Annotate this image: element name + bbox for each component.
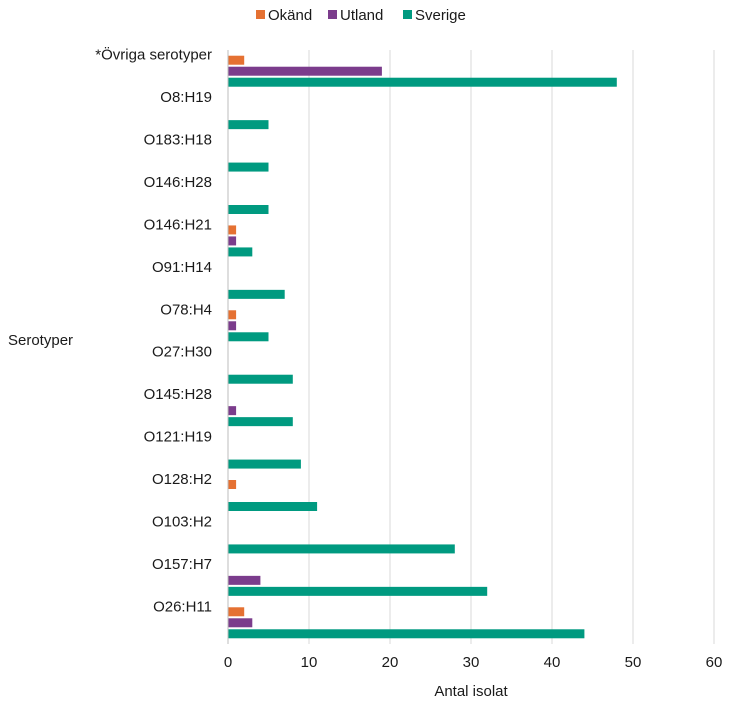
category-label: O103:H2 — [152, 513, 212, 530]
legend-swatch — [403, 10, 412, 19]
bar-ok-nd — [228, 225, 237, 235]
category-label: O8:H19 — [160, 89, 212, 106]
category-label: O157:H7 — [152, 556, 212, 573]
x-tick-label: 60 — [706, 654, 723, 671]
x-tick-label: 20 — [382, 654, 399, 671]
chart-legend: Okänd Utland Sverige — [256, 7, 466, 24]
category-label: *Övriga serotyper — [95, 46, 212, 64]
bar-sverige — [228, 120, 269, 130]
legend-swatch — [256, 10, 265, 19]
bar-utland — [228, 575, 261, 585]
bar-ok-nd — [228, 55, 245, 65]
category-label: O121:H19 — [144, 429, 212, 446]
bar-utland — [228, 66, 382, 76]
bar-sverige — [228, 289, 285, 299]
category-label: O128:H2 — [152, 471, 212, 488]
legend-swatch — [328, 10, 337, 19]
bar-sverige — [228, 374, 293, 384]
category-label: O146:H28 — [144, 174, 212, 191]
bar-utland — [228, 406, 237, 416]
category-label: O183:H18 — [144, 132, 212, 149]
legend-label: Utland — [340, 7, 383, 24]
gridlines — [308, 50, 715, 644]
bar-sverige — [228, 544, 455, 554]
bar-ok-nd — [228, 480, 237, 489]
bar-ok-nd — [228, 310, 237, 320]
category-label: O26:H11 — [153, 598, 212, 615]
bar-ok-nd — [228, 607, 245, 617]
bar-sverige — [228, 247, 253, 257]
bar-sverige — [228, 586, 488, 596]
bar-utland — [228, 236, 237, 246]
bar-sverige — [228, 332, 269, 342]
category-label: O27:H30 — [152, 344, 212, 361]
bar-sverige — [228, 502, 318, 511]
y-axis-title: Serotyper — [8, 332, 73, 349]
legend-label: Okänd — [268, 7, 312, 24]
bar-sverige — [228, 459, 301, 469]
category-label: O146:H21 — [144, 216, 212, 233]
category-label: O145:H28 — [144, 386, 212, 403]
bar-utland — [228, 321, 237, 331]
category-label: O78:H4 — [160, 301, 212, 318]
x-tick-labels: 0 10 20 30 40 50 60 — [224, 654, 723, 671]
category-label: O91:H14 — [152, 259, 212, 276]
x-tick-label: 10 — [301, 654, 318, 671]
bar-sverige — [228, 417, 293, 427]
bar-sverige — [228, 205, 269, 214]
x-axis-title: Antal isolat — [434, 683, 508, 700]
x-tick-label: 0 — [224, 654, 232, 671]
bar-sverige — [228, 629, 585, 639]
x-tick-label: 30 — [463, 654, 480, 671]
legend-label: Sverige — [415, 7, 466, 24]
x-tick-label: 40 — [544, 654, 561, 671]
bars — [228, 55, 617, 639]
category-labels: *Övriga serotyper O8:H19 O183:H18 O146:H28 O… — [95, 46, 212, 616]
bar-sverige — [228, 77, 617, 87]
bar-utland — [228, 618, 253, 628]
bar-sverige — [228, 162, 269, 172]
x-tick-label: 50 — [625, 654, 642, 671]
